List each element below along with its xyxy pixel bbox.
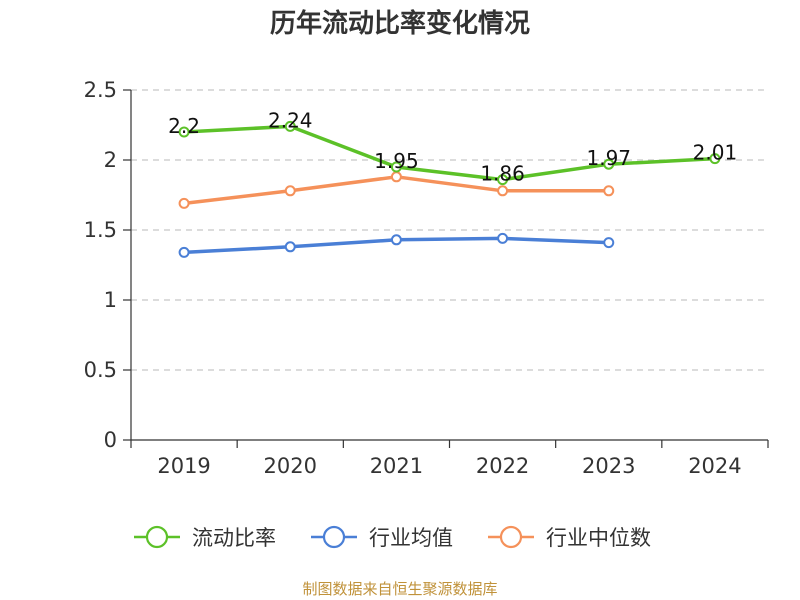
x-tick-label: 2021 — [370, 454, 423, 478]
legend-item: 行业均值 — [311, 525, 453, 550]
x-tick-label: 2020 — [264, 454, 317, 478]
data-point — [497, 174, 509, 186]
legend-marker — [145, 525, 169, 549]
data-point — [497, 185, 509, 197]
legend-item: 流动比率 — [134, 525, 276, 550]
data-point — [390, 171, 402, 183]
axes: 0 0.5 1 1.5 2 2.5 2019 2020 2021 2022 2023 2024 — [84, 78, 769, 478]
legend-label: 流动比率 — [192, 526, 276, 550]
data-point — [178, 197, 190, 209]
x-tick-label: 2023 — [582, 454, 635, 478]
data-label: 1.86 — [480, 162, 525, 186]
data-label: 1.97 — [586, 146, 631, 170]
data-point — [497, 232, 509, 244]
data-labels: 2.2 2.24 1.95 1.86 1.97 2.01 — [168, 108, 737, 185]
y-tick-label: 1 — [104, 288, 117, 312]
legend-marker — [322, 525, 346, 549]
x-tick-label: 2022 — [476, 454, 529, 478]
legend-label: 行业均值 — [369, 526, 453, 550]
data-point — [603, 237, 615, 249]
series-line — [182, 124, 717, 182]
data-point — [178, 126, 190, 138]
data-point — [390, 161, 402, 173]
source-note: 制图数据来自恒生聚源数据库 — [302, 580, 498, 598]
chart-title: 历年流动比率变化情况 — [269, 9, 530, 39]
y-tick-label: 2 — [104, 148, 117, 172]
series-lines — [178, 120, 721, 258]
data-label: 1.95 — [374, 149, 419, 173]
y-tick-label: 2.5 — [84, 78, 117, 102]
data-point — [284, 120, 296, 132]
data-point — [284, 185, 296, 197]
data-point — [284, 241, 296, 253]
x-tick-label: 2019 — [157, 454, 210, 478]
legend: 流动比率 行业均值 行业中位数 — [134, 525, 651, 550]
x-tick-label: 2024 — [688, 454, 741, 478]
data-point — [603, 185, 615, 197]
y-tick-label: 0 — [104, 428, 117, 452]
data-point — [390, 234, 402, 246]
legend-marker — [499, 525, 523, 549]
legend-item: 行业中位数 — [488, 525, 651, 550]
y-tick-label: 1.5 — [84, 218, 117, 242]
data-label: 2.01 — [693, 141, 738, 165]
data-point — [709, 153, 721, 165]
data-label: 2.2 — [168, 114, 200, 138]
y-tick-label: 0.5 — [84, 358, 117, 382]
data-point — [178, 246, 190, 258]
data-point — [603, 158, 615, 170]
legend-label: 行业中位数 — [546, 526, 651, 550]
grid-lines — [131, 89, 768, 371]
data-label: 2.24 — [268, 108, 313, 132]
